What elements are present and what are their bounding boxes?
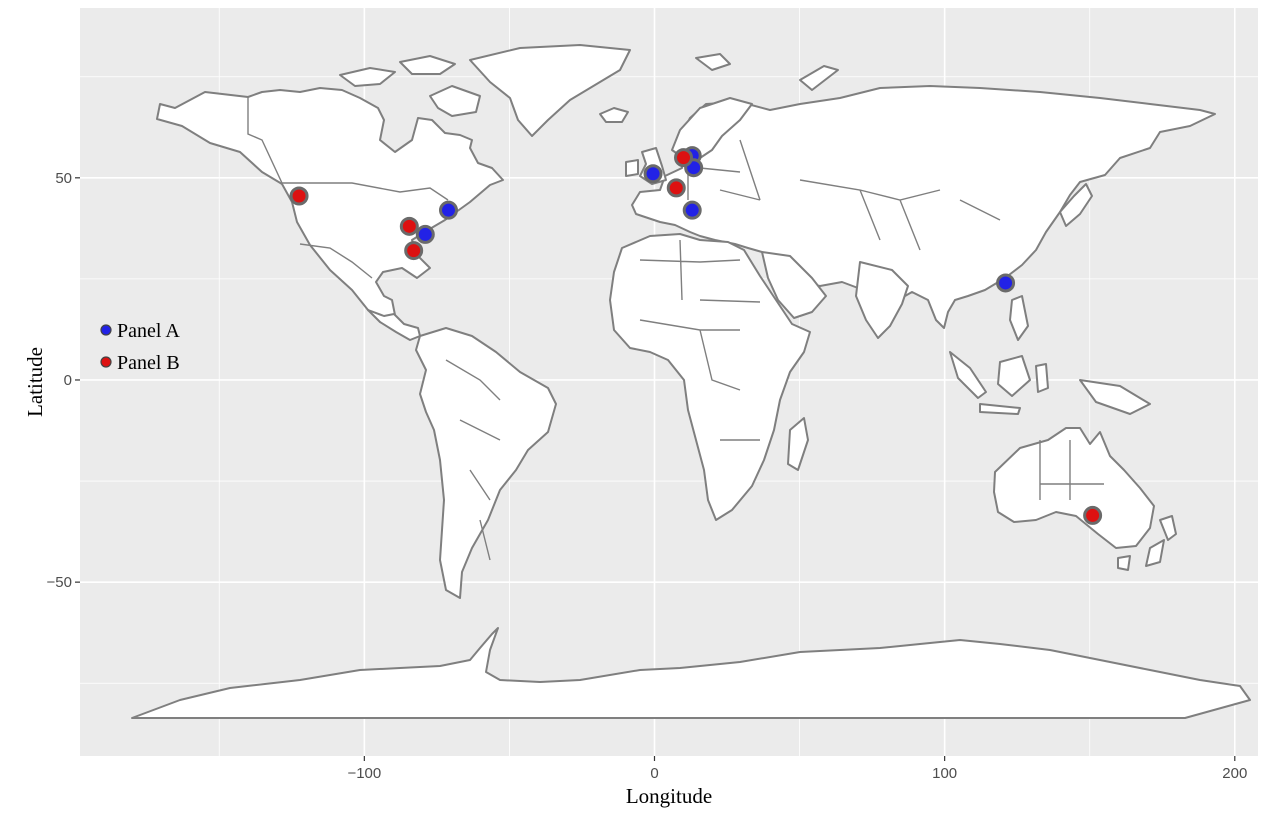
novaya-zemlya [799,65,839,91]
border-australia [1039,440,1104,500]
x-axis-ticks: −100 0 100 200 [347,756,1247,782]
central-america-landmass [367,309,421,341]
australia-landmass [993,427,1155,549]
x-axis-title: Longitude [626,784,712,808]
panel-a-point [996,273,1016,293]
border-us-mexico [299,243,373,279]
x-tick-label: 100 [932,765,957,782]
sulawesi [1035,363,1049,393]
java [979,403,1021,415]
legend-key-panel-b [100,356,112,368]
y-tick-label: 50 [55,170,72,187]
panel-b-point [289,186,309,206]
y-axis-title: Latitude [23,347,47,417]
legend-label-panel-a: Panel A [117,320,180,342]
south-america-landmass [415,327,557,599]
panel-a-point [643,164,663,184]
borneo [997,355,1031,397]
y-axis-ticks: 50 0 −50 [47,170,80,591]
border-africa-central [639,319,760,441]
philippines [1009,295,1029,341]
border-south-america [445,359,501,561]
world-landmasses [131,44,1251,719]
baffin-island [429,85,481,117]
madagascar [787,417,809,471]
x-tick-label: 200 [1222,765,1247,782]
svalbard [695,53,731,71]
border-asia-central [799,179,1001,251]
panel-a-point [415,224,435,244]
border-us-canada [247,97,449,201]
sumatra [949,351,987,399]
new-guinea [1079,379,1151,415]
panel-b-point [1083,505,1103,525]
country-borders [247,97,1104,561]
indian-subcontinent [855,261,909,339]
new-zealand [1159,515,1177,541]
panel-a-point [438,200,458,220]
arabian-peninsula [761,251,827,319]
tasmania [1117,555,1131,571]
arctic-islands-north [399,55,456,75]
panel-b-point [674,148,694,168]
y-tick-label: 0 [64,372,72,389]
legend: Panel A Panel B [100,320,180,374]
x-tick-label: 0 [650,765,658,782]
x-tick-label: −100 [347,765,381,782]
border-europe [687,139,761,201]
panel-b-point [666,178,686,198]
legend-label-panel-b: Panel B [117,352,180,374]
antarctica-landmass [131,627,1251,719]
arctic-archipelago [339,67,396,87]
new-zealand-south [1145,539,1165,567]
greenland-landmass [469,44,631,137]
legend-key-panel-a [100,324,112,336]
iceland-landmass [599,107,629,123]
panel-b-point [399,216,419,236]
panel-a-point [682,200,702,220]
panel-b-point [404,241,424,261]
site-points [289,146,1103,525]
africa-landmass [609,233,811,521]
ireland [625,159,639,177]
japan [1059,183,1093,227]
border-africa-north [639,239,761,303]
y-tick-label: −50 [47,574,72,591]
